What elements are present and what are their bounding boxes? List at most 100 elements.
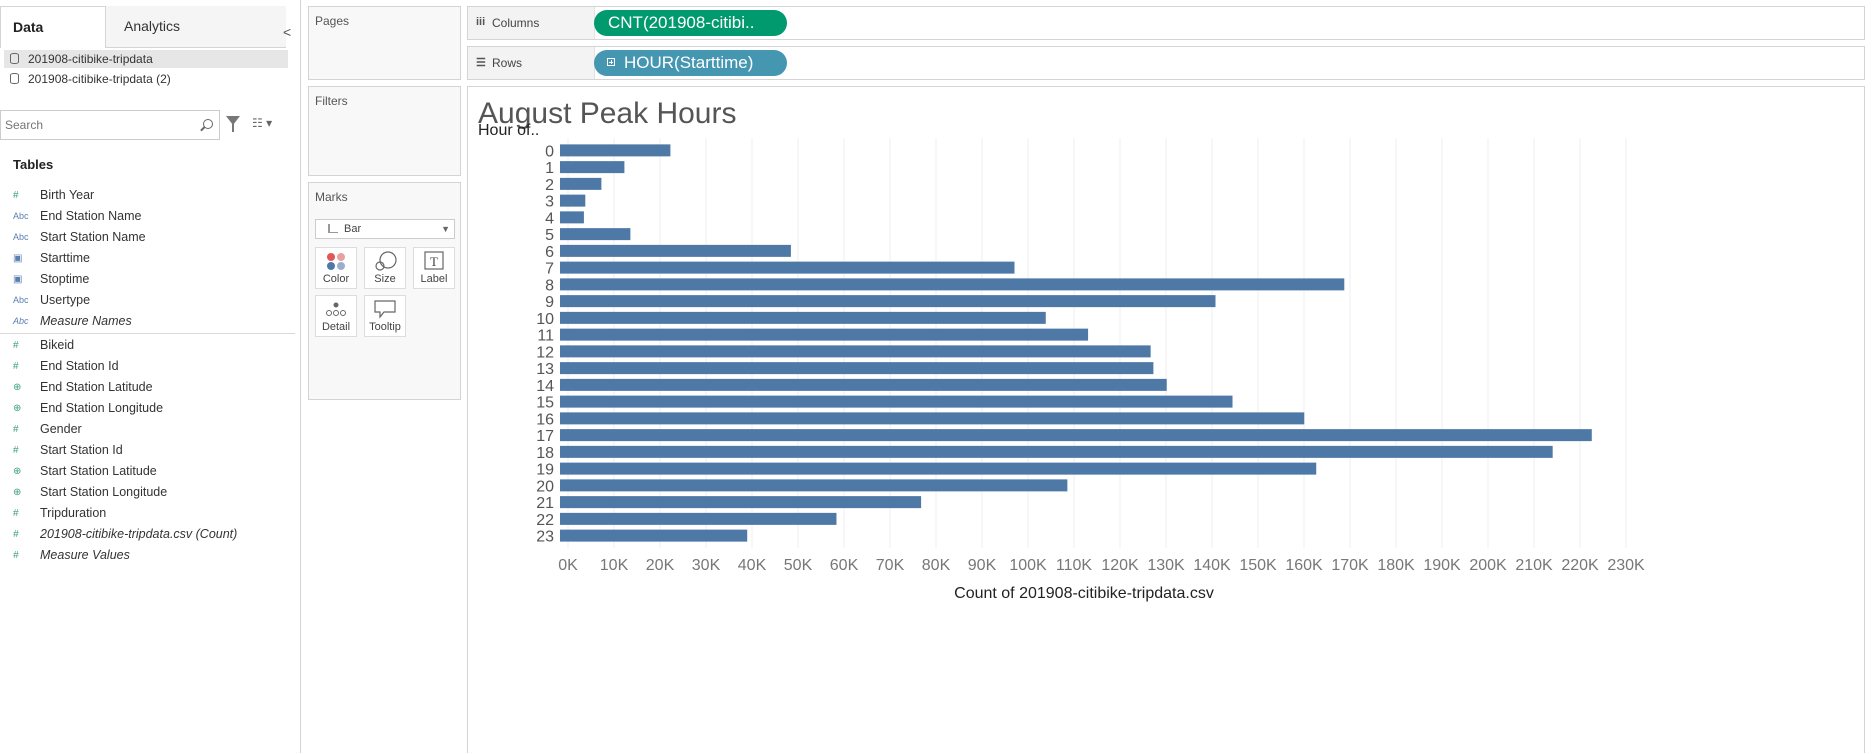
svg-text:T: T (430, 254, 438, 269)
mark-type-select[interactable]: Bar ▼ (315, 219, 455, 239)
field-start-station-name[interactable]: Abc Start Station Name (0, 227, 300, 248)
bar (560, 462, 1317, 475)
worksheet-view: August Peak Hours 0K 10K 20K 30K 40K 50K 60K 70… (467, 86, 1865, 753)
field-stoptime[interactable]: ▣ Stoptime (0, 269, 300, 290)
filters-card[interactable]: Filters (308, 86, 461, 176)
data-pane: Data Analytics < 201908-citibike-tripdat… (0, 0, 301, 753)
database-icon (10, 53, 19, 64)
x-tick-label: 30K (692, 557, 721, 574)
expand-plus-icon[interactable] (607, 58, 615, 66)
field-end-station-id[interactable]: # End Station Id (0, 356, 300, 377)
size-label: Size (374, 273, 396, 285)
y-tick-label: 3 (545, 194, 554, 211)
field-gender[interactable]: # Gender (0, 419, 300, 440)
bar (560, 345, 1151, 358)
y-tick-label: 2 (545, 177, 554, 194)
y-tick-label: 12 (536, 344, 554, 361)
field-label: Stoptime (40, 272, 90, 286)
rows-pill[interactable]: HOUR(Starttime) (594, 50, 787, 76)
bar (560, 395, 1233, 408)
field-label: Start Station Name (40, 230, 146, 244)
field-start-station-latitude[interactable]: ⊕ Start Station Latitude (0, 461, 300, 482)
color-button[interactable]: Color (315, 247, 357, 289)
columns-label: Columns (492, 16, 540, 30)
x-tick-label: 80K (922, 557, 951, 574)
field-birth-year[interactable]: # Birth Year (0, 185, 300, 206)
number-icon: # (13, 424, 19, 435)
field-label: Start Station Longitude (40, 485, 168, 499)
y-tick-label: 8 (545, 277, 554, 294)
view-options-icon[interactable]: ☷ ▾ (252, 116, 273, 130)
data-source-item[interactable]: 201908-citibike-tripdata (2) (4, 70, 288, 88)
collapse-pane-icon[interactable]: < (283, 24, 292, 40)
x-tick-label: 140K (1193, 557, 1231, 574)
field-201908-citibike-tripdata-csv-count[interactable]: #201908-citibike-tripdata.csv (Count) (0, 524, 300, 545)
field-label: Start Station Id (40, 443, 123, 457)
field-divider (0, 333, 295, 334)
tab-data[interactable]: Data (0, 6, 106, 48)
field-bikeid[interactable]: # Bikeid (0, 335, 300, 356)
field-label: End Station Latitude (40, 380, 153, 394)
bar (560, 177, 602, 190)
x-tick-label: 170K (1331, 557, 1369, 574)
database-icon (10, 73, 19, 84)
field-measure-names[interactable]: Abc Measure Names (0, 311, 300, 332)
rows-pill-label: HOUR(Starttime) (624, 53, 754, 72)
search-input[interactable] (5, 116, 195, 134)
label-button[interactable]: T Label (413, 247, 455, 289)
x-tick-label: 230K (1607, 557, 1645, 574)
x-tick-label: 120K (1101, 557, 1139, 574)
search-icon[interactable] (203, 119, 213, 129)
field-end-station-latitude[interactable]: ⊕ End Station Latitude (0, 377, 300, 398)
color-label: Color (322, 273, 350, 285)
y-tick-label: 5 (545, 227, 554, 244)
field-label: End Station Id (40, 359, 119, 373)
x-tick-label: 50K (784, 557, 813, 574)
columns-shelf-header: iii Columns (468, 7, 595, 39)
data-source-label: 201908-citibike-tripdata (2) (28, 72, 171, 86)
pages-card[interactable]: Pages (308, 6, 461, 80)
bar (560, 496, 922, 509)
columns-shelf[interactable]: iii Columns CNT(201908-citibi.. (467, 6, 1865, 40)
field-start-station-longitude[interactable]: ⊕ Start Station Longitude (0, 482, 300, 503)
columns-icon: iii (476, 16, 486, 28)
tooltip-label: Tooltip (369, 321, 401, 333)
y-tick-label: 9 (545, 294, 554, 311)
tooltip-button[interactable]: Tooltip (364, 295, 406, 337)
x-tick-label: 190K (1423, 557, 1461, 574)
globe-icon: ⊕ (13, 466, 22, 477)
data-source-item[interactable]: 201908-citibike-tripdata (4, 50, 288, 68)
x-tick-label: 130K (1147, 557, 1185, 574)
columns-pill[interactable]: CNT(201908-citibi.. (594, 10, 787, 36)
string-icon: Abc (13, 295, 29, 305)
detail-icon (326, 302, 346, 316)
data-source-label: 201908-citibike-tripdata (28, 52, 153, 66)
size-button[interactable]: Size (364, 247, 406, 289)
field-measure-values[interactable]: # Measure Values (0, 545, 300, 566)
datetime-icon: ▣ (13, 274, 23, 285)
field-usertype[interactable]: Abc Usertype (0, 290, 300, 311)
rows-icon: ☰ (476, 57, 486, 69)
x-tick-label: 20K (646, 557, 675, 574)
field-starttime[interactable]: ▣ Starttime (0, 248, 300, 269)
bar (560, 328, 1089, 341)
detail-button[interactable]: Detail (315, 295, 357, 337)
marks-card: Marks Bar ▼ Color Size T Label Detail (308, 182, 461, 400)
bar (560, 194, 586, 207)
x-tick-label: 70K (876, 557, 905, 574)
bar (560, 479, 1068, 492)
field-label: End Station Name (40, 209, 142, 223)
field-label: Start Station Latitude (40, 464, 157, 478)
y-tick-label: 23 (536, 529, 554, 546)
x-axis-title: Count of 201908-citibike-tripdata.csv (954, 585, 1214, 602)
y-tick-label: 10 (536, 311, 554, 328)
field-end-station-longitude[interactable]: ⊕ End Station Longitude (0, 398, 300, 419)
field-label: Bikeid (40, 338, 75, 352)
filter-icon[interactable] (226, 116, 240, 132)
field-end-station-name[interactable]: Abc End Station Name (0, 206, 300, 227)
field-tripduration[interactable]: # Tripduration (0, 503, 300, 524)
y-tick-label: 18 (536, 445, 554, 462)
rows-shelf[interactable]: ☰ Rows HOUR(Starttime) (467, 46, 1865, 80)
tab-analytics[interactable]: Analytics (106, 6, 286, 48)
field-start-station-id[interactable]: # Start Station Id (0, 440, 300, 461)
